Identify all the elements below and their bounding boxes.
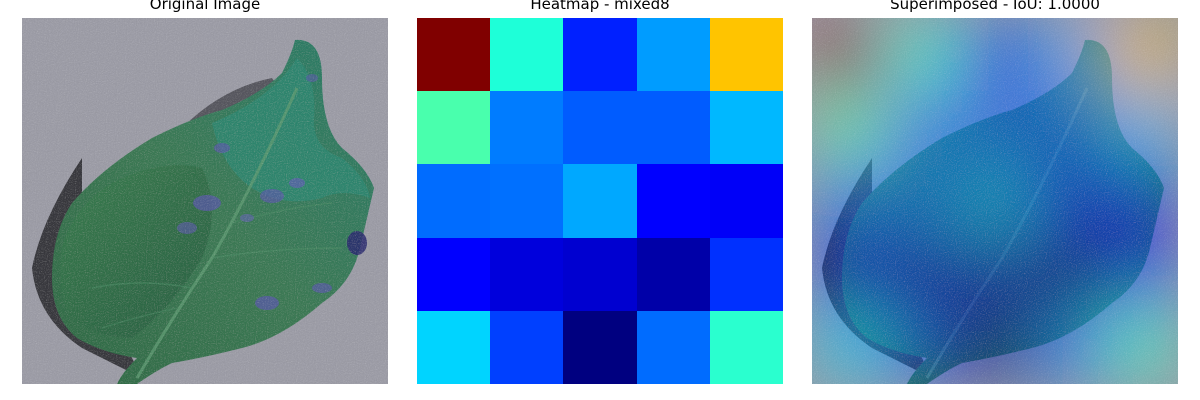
overlay-cell [885, 91, 960, 166]
overlay-cell [885, 18, 960, 93]
heatmap-cell [417, 18, 491, 92]
heatmap-cell [490, 91, 564, 165]
overlay-cell [958, 164, 1033, 239]
heatmap-cell [563, 237, 637, 311]
original-image-title: Original Image [149, 0, 261, 13]
overlay-cell [1031, 237, 1106, 312]
heatmap-cell [563, 91, 637, 165]
heatmap-cell [417, 237, 491, 311]
original-image [22, 18, 388, 384]
overlay-cell [958, 91, 1033, 166]
heatmap-cell [490, 164, 564, 238]
heatmap-cell [636, 18, 710, 92]
overlay-cell [1104, 310, 1178, 384]
heatmap-cell [636, 310, 710, 384]
heatmap-cell [636, 237, 710, 311]
overlay-cell [812, 164, 887, 239]
overlay-cell [812, 91, 887, 166]
heatmap-cell [636, 164, 710, 238]
heatmap-cell [709, 310, 783, 384]
heatmap-cell [636, 91, 710, 165]
overlay-cell [1104, 237, 1178, 312]
heatmap-cell [417, 164, 491, 238]
superimposed-image [812, 18, 1178, 384]
heatmap-cell [709, 237, 783, 311]
overlay-cell [1104, 18, 1178, 93]
heatmap-cell [417, 91, 491, 165]
heatmap-cell [709, 18, 783, 92]
overlay-cell [885, 310, 960, 384]
overlay-cell [958, 310, 1033, 384]
overlay-cell [1104, 91, 1178, 166]
heatmap-cell [490, 237, 564, 311]
heatmap-title: Heatmap - mixed8 [530, 0, 670, 13]
overlay-cell [1104, 164, 1178, 239]
heatmap-cell [490, 310, 564, 384]
overlay-cell [1031, 164, 1106, 239]
overlay-cell [958, 237, 1033, 312]
overlay-cell [1031, 310, 1106, 384]
heatmap-cell [563, 18, 637, 92]
overlay-cell [812, 18, 887, 93]
overlay-cell [812, 237, 887, 312]
overlay-cell [1031, 91, 1106, 166]
heatmap-cell [563, 164, 637, 238]
heatmap-cell [490, 18, 564, 92]
heatmap-cell [417, 310, 491, 384]
overlay-cell [885, 164, 960, 239]
overlay-cell [812, 310, 887, 384]
overlay-cell [958, 18, 1033, 93]
heatmap-cell [709, 164, 783, 238]
heatmap [417, 18, 783, 384]
overlay-cell [885, 237, 960, 312]
heatmap-cell [563, 310, 637, 384]
superimposed-title: Superimposed - IoU: 1.0000 [890, 0, 1100, 13]
heatmap-cell [709, 91, 783, 165]
heatmap-grid [417, 18, 783, 384]
overlay-cell [1031, 18, 1106, 93]
